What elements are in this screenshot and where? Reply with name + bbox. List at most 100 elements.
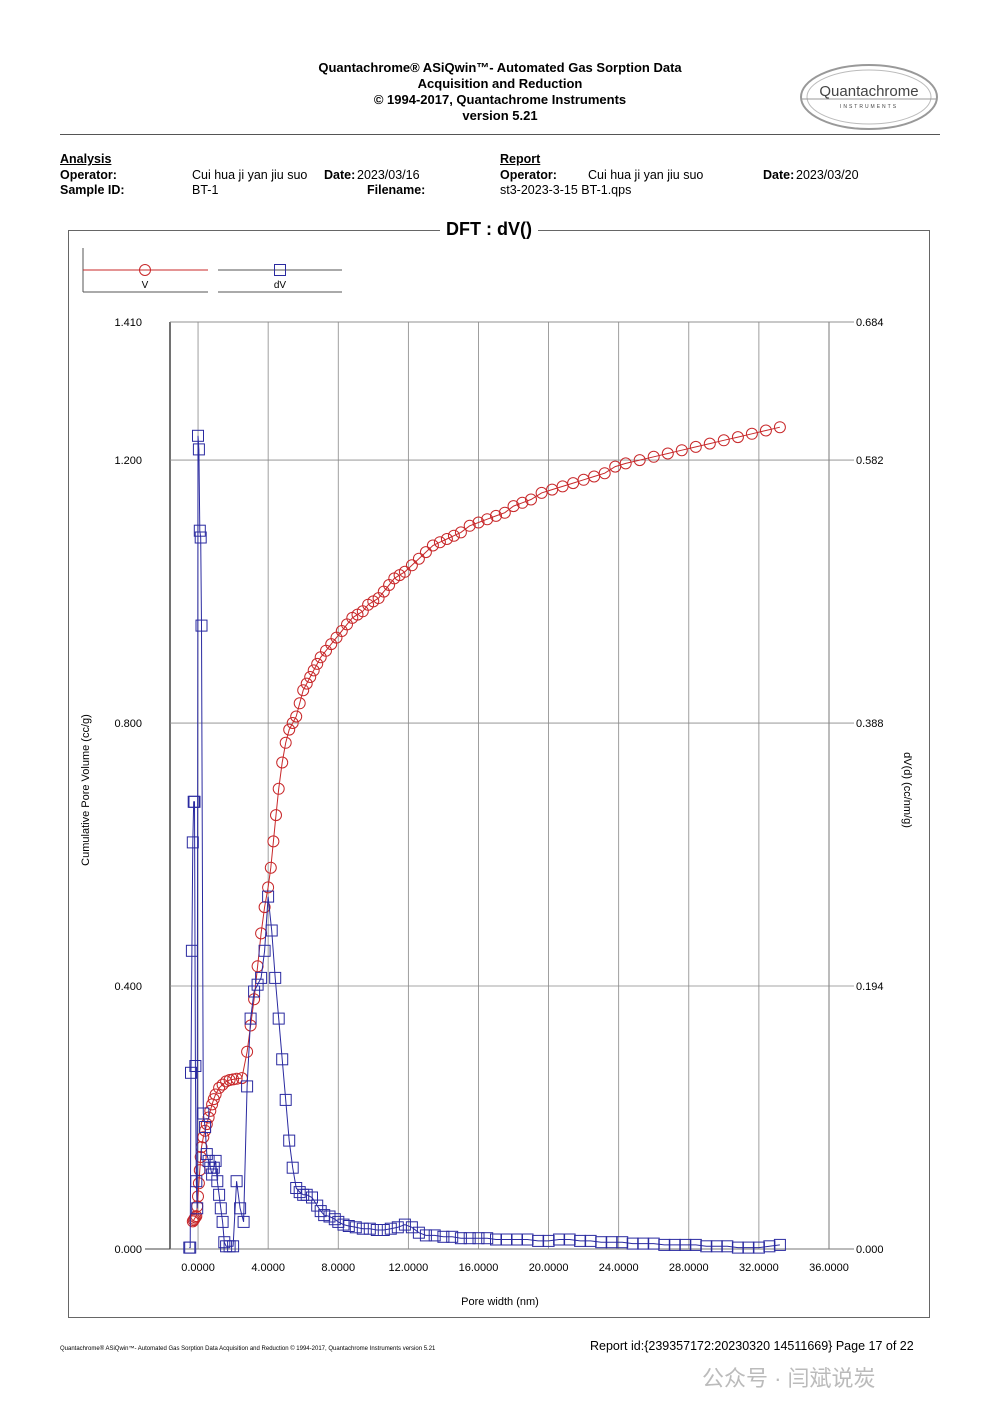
- dv-data-point: [454, 1232, 467, 1245]
- dv-data-point: [363, 1222, 376, 1235]
- v-data-point: [197, 1131, 210, 1144]
- v-data-point: [703, 437, 716, 450]
- v-data-point: [745, 427, 758, 440]
- v-data-point: [419, 546, 432, 559]
- dv-data-point: [248, 985, 261, 998]
- dv-data-point: [227, 1240, 240, 1253]
- y-axis-right-label: dV(d) (cc/nm/g): [901, 752, 913, 828]
- x-tick-label: 4.0000: [251, 1262, 285, 1274]
- v-data-point: [213, 1081, 226, 1094]
- dv-data-point: [370, 1224, 383, 1236]
- analysis-sample: BT-1: [192, 183, 219, 197]
- dv-data-point: [419, 1229, 432, 1242]
- dv-data-point: [188, 795, 201, 808]
- v-data-point: [481, 513, 494, 526]
- dv-data-point: [412, 1226, 425, 1239]
- y-right-tick-label: 0.582: [856, 455, 884, 467]
- logo-text: Quantachrome: [819, 83, 918, 100]
- dv-data-point: [230, 1175, 243, 1188]
- v-data-point: [192, 1177, 205, 1190]
- x-tick-label: 36.0000: [809, 1262, 849, 1274]
- dv-data-point: [377, 1224, 390, 1236]
- v-data-point: [223, 1074, 236, 1086]
- logo-subtext: INSTRUMENTS: [840, 104, 898, 110]
- dv-data-point: [349, 1221, 362, 1234]
- y-left-tick-label: 0.800: [114, 718, 142, 730]
- analysis-filename-label: Filename:: [367, 183, 426, 197]
- v-data-point: [262, 881, 275, 894]
- v-data-point: [286, 717, 299, 729]
- v-data-point: [516, 496, 529, 509]
- dv-data-point: [472, 1232, 485, 1245]
- v-data-point: [507, 500, 520, 513]
- legend-dv-label: dV: [274, 280, 287, 291]
- dv-data-point: [272, 1012, 285, 1025]
- dv-data-point: [283, 1134, 296, 1147]
- dv-data-point: [189, 1060, 202, 1072]
- dv-data-point: [195, 619, 208, 632]
- dv-data-point: [194, 531, 207, 544]
- v-data-point: [209, 1088, 222, 1101]
- v-data-point: [279, 736, 292, 749]
- y-left-tick-label: 1.410: [114, 317, 142, 329]
- analysis-sample-label: Sample ID:: [60, 183, 125, 197]
- analysis-date-label: Date:: [324, 168, 356, 182]
- x-tick-label: 28.0000: [669, 1262, 709, 1274]
- report-date: 2023/03/20: [796, 168, 859, 182]
- dv-data-point: [286, 1161, 299, 1174]
- report-header: Quantachrome® ASiQwin™- Automated Gas So…: [0, 60, 1000, 124]
- v-data-point: [405, 559, 418, 572]
- v-data-point: [689, 440, 702, 453]
- dv-data-point: [191, 1202, 204, 1215]
- dv-data-point: [255, 971, 268, 984]
- v-data-point: [472, 516, 485, 529]
- v-data-point: [440, 533, 453, 545]
- dv-data-point: [265, 924, 278, 937]
- dv-data-point: [463, 1232, 476, 1245]
- report-date-label: Date:: [763, 168, 795, 182]
- v-data-point: [588, 470, 601, 483]
- dv-data-point: [190, 1175, 203, 1188]
- footer-small-text: Quantachrome® ASiQwin™- Automated Gas So…: [60, 1346, 436, 1352]
- v-data-point: [300, 677, 313, 690]
- analysis-operator: Cui hua ji yan jiu suo: [192, 168, 308, 182]
- v-data-point: [759, 424, 772, 437]
- header-line1: Quantachrome® ASiQwin™- Automated Gas So…: [318, 60, 682, 75]
- v-data-point: [447, 529, 460, 542]
- v-data-point: [267, 835, 280, 848]
- header-line4: version 5.21: [462, 108, 538, 123]
- x-tick-label: 32.0000: [739, 1262, 779, 1274]
- v-data-point: [773, 421, 786, 434]
- dv-data-point: [258, 944, 271, 957]
- v-data-point: [283, 723, 296, 736]
- v-data-point: [525, 493, 537, 506]
- v-data-point: [307, 664, 320, 677]
- dv-data-point: [293, 1186, 306, 1199]
- x-tick-label: 0.0000: [181, 1262, 215, 1274]
- dv-data-point: [216, 1215, 229, 1228]
- grid: [145, 321, 854, 1250]
- y-right-tick-label: 0.388: [856, 718, 884, 730]
- v-data-point: [675, 444, 688, 457]
- report-operator: Cui hua ji yan jiu suo: [588, 168, 704, 182]
- v-data-point: [216, 1078, 229, 1091]
- tick-labels: 0.0000 4.0000 8.0000 12.0000 16.0000 20.0000 2…: [114, 317, 883, 1274]
- dv-data-point: [213, 1188, 226, 1201]
- v-data-point: [290, 710, 303, 723]
- v-data-point: [490, 509, 502, 522]
- y-axis-left-label: Cumulative Pore Volume (cc/g): [80, 714, 92, 866]
- y-left-tick-label: 1.200: [114, 455, 142, 467]
- data-series: [183, 421, 786, 1254]
- dv-data-point: [446, 1230, 459, 1243]
- v-data-point: [270, 809, 282, 822]
- header-line3: © 1994-2017, Quantachrome Instruments: [373, 92, 627, 107]
- watermark: 公众号 · 闫斌说炭: [702, 1366, 876, 1391]
- dv-data-point: [262, 890, 275, 903]
- dv-data-point: [211, 1175, 224, 1188]
- chart-title: DFT : dV(): [440, 219, 538, 240]
- v-data-point: [230, 1072, 243, 1085]
- analysis-operator-label: Operator:: [60, 168, 117, 182]
- v-data-point: [187, 1214, 200, 1227]
- report-filename: st3-2023-3-15 BT-1.qps: [500, 183, 632, 197]
- dv-data-point: [356, 1222, 369, 1235]
